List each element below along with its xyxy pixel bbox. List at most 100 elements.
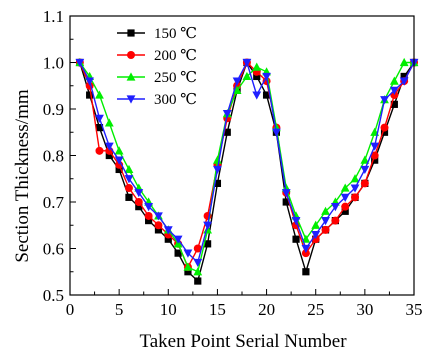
data-point [95,146,104,155]
data-point [389,76,399,85]
x-tick-label: 25 [307,300,324,319]
data-point [321,225,330,234]
data-point [223,128,231,136]
data-point [331,216,340,225]
data-point [184,268,192,276]
y-tick-label: 0.9 [43,100,64,119]
x-tick-label: 15 [209,300,226,319]
data-point [370,142,380,151]
data-point [341,202,350,211]
data-point [222,110,232,119]
data-point [301,249,310,258]
x-axis-title: Taken Point Serial Number [139,331,347,352]
x-tick-label: 30 [356,300,373,319]
data-point [95,124,104,132]
data-point [262,72,271,82]
data-point [291,217,301,226]
data-point [154,221,163,230]
data-point [311,230,321,240]
data-point [134,198,143,206]
legend-item: 200 ℃ [117,48,197,64]
data-point [204,240,212,248]
plot-area [75,57,419,285]
data-point [124,164,134,174]
axes: 0 5 10 15 20 25 30 35 0.5 0.6 0.7 0.8 0.9 1.0 1.1 [43,7,423,319]
data-point [242,58,252,68]
data-point [213,165,222,175]
legend-label: 150 ℃ [154,26,197,42]
data-point [321,206,330,215]
data-point [232,85,242,94]
legend-label: 250 ℃ [154,70,197,86]
data-point [134,189,144,198]
data-point [115,165,123,174]
data-point [194,277,202,285]
data-point [400,72,408,81]
y-tick-label: 0.5 [43,286,64,305]
y-tick-label: 1.1 [43,7,64,26]
data-point [360,155,370,164]
data-point [399,57,409,67]
data-point [341,207,349,215]
data-point [75,58,85,68]
data-point [370,151,379,160]
data-point [360,179,369,188]
legend-label: 300 ℃ [154,92,197,108]
y-axis-title: Section Thickness/mm [12,89,33,262]
data-point [282,198,290,206]
x-tick-label: 20 [258,300,275,319]
data-point [232,77,242,86]
legend-item: 250 ℃ [117,70,197,86]
legend-marker [127,51,135,59]
data-point [125,193,133,201]
data-point [193,244,202,253]
data-point [371,156,379,164]
data-point [242,71,252,81]
data-point [144,211,153,220]
legend-marker [127,29,135,37]
data-point [301,244,311,254]
x-tick-label: 0 [66,300,75,319]
data-point [380,96,389,105]
y-tick-label: 0.8 [43,147,64,166]
data-point [144,203,154,212]
data-point [272,128,281,137]
legend-marker [126,72,136,81]
data-point [281,189,291,198]
data-point [183,249,193,258]
data-point [124,175,134,184]
data-point [399,77,409,86]
data-point [193,267,203,276]
data-point [262,91,271,99]
y-tick-label: 0.6 [43,240,64,259]
data-point [389,86,399,95]
legend-item: 150 ℃ [117,26,197,42]
data-point [253,72,261,81]
data-point [350,184,360,193]
data-point [105,151,113,160]
data-point [330,203,340,212]
data-point [173,235,183,244]
data-point [302,268,310,276]
data-point [95,114,104,123]
x-tick-label: 5 [115,300,124,319]
y-tick-label: 0.7 [43,193,65,212]
data-point [163,226,173,235]
data-point [311,220,321,229]
legend-marker [126,95,136,104]
data-point [252,91,262,100]
data-point [203,221,212,230]
data-point [164,235,172,243]
data-point [360,165,370,175]
data-point [85,77,95,86]
data-point [350,174,360,183]
x-tick-label: 10 [160,300,177,319]
data-point [104,142,114,151]
data-point [154,212,163,221]
data-point [183,262,193,271]
data-point [174,249,182,257]
data-point [124,184,133,193]
data-point [340,193,350,202]
y-tick-label: 1.0 [43,54,64,73]
